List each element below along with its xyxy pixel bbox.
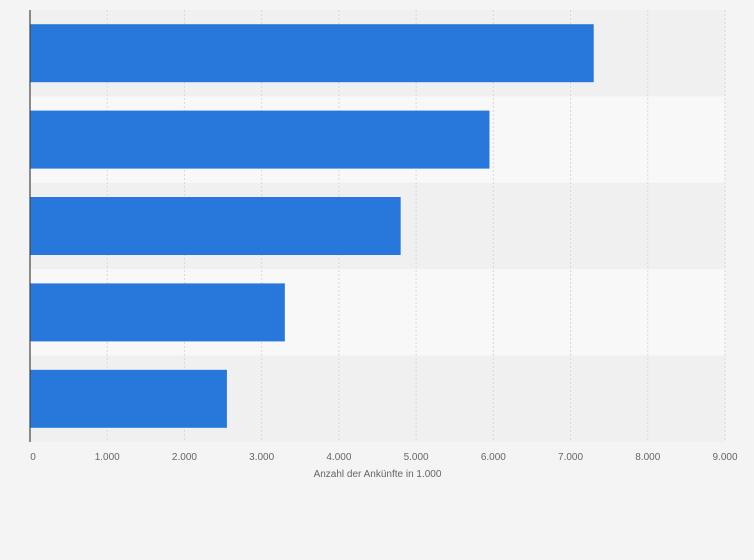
x-tick-label: 6.000: [481, 452, 506, 463]
x-tick-label: 8.000: [635, 452, 660, 463]
bar[interactable]: [30, 197, 401, 255]
bar[interactable]: [30, 24, 594, 83]
x-tick-label: 5.000: [404, 452, 429, 463]
x-tick-label: 4.000: [326, 452, 351, 463]
x-tick-label: 2.000: [172, 452, 197, 463]
x-tick-label: 0: [30, 452, 36, 463]
x-tick-label: 1.000: [95, 452, 120, 463]
x-tick-label: 9.000: [712, 452, 737, 463]
x-tick-labels: 0 1.000 2.000 3.000 4.000 5.000 6.000 7.000 8.00…: [30, 452, 738, 463]
bar[interactable]: [30, 283, 285, 342]
x-tick-label: 7.000: [558, 452, 583, 463]
x-axis-title: Anzahl der Ankünfte in 1.000: [314, 469, 442, 480]
x-tick-label: 3.000: [249, 452, 274, 463]
bars: [30, 24, 594, 428]
bar[interactable]: [30, 110, 490, 169]
bar[interactable]: [30, 369, 227, 428]
